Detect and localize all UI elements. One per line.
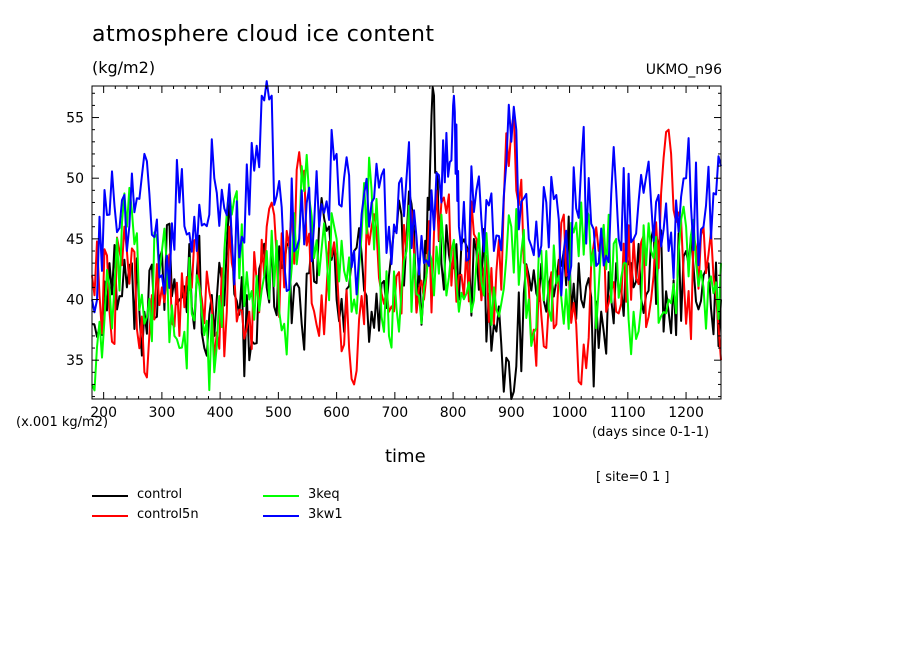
legend-swatch: [92, 495, 128, 497]
series-line-3keq: [91, 153, 722, 392]
x-tick-label: 300: [149, 405, 176, 421]
x-axis-title: time: [385, 446, 426, 467]
x-tick-label: 900: [498, 405, 525, 421]
legend-swatch: [263, 515, 299, 517]
site-label: [ site=0 1 ]: [596, 470, 670, 485]
x-tick-label: 200: [90, 405, 117, 421]
x-tick-label: 1000: [552, 405, 588, 421]
series-layer: [91, 80, 722, 400]
legend-label: 3keq: [308, 487, 340, 502]
x-tick-label: 400: [207, 405, 234, 421]
legend-swatch: [92, 515, 128, 517]
model-label: UKMO_n96: [645, 62, 722, 78]
units-label: (kg/m2): [92, 58, 156, 77]
legend-label: control: [137, 487, 183, 502]
x-units-label: (days since 0-1-1): [592, 425, 710, 440]
legend-label: control5n: [137, 507, 199, 522]
x-tick-label: 700: [381, 405, 408, 421]
y-tick-label: 45: [66, 232, 84, 248]
ticks-layer: 200 300 400 500 600 700 800 900 1000 1100 1200 35 40…: [66, 86, 721, 421]
y-tick-label: 50: [66, 171, 84, 187]
y-scale-label: (x.001 kg/m2): [16, 415, 109, 430]
x-tick-label: 600: [323, 405, 350, 421]
x-tick-label: 1100: [610, 405, 646, 421]
x-tick-label: 1200: [668, 405, 704, 421]
y-tick-label: 35: [66, 353, 84, 369]
series-line-3kw1: [91, 80, 722, 314]
legend-label: 3kw1: [308, 507, 343, 522]
legend-swatch: [263, 495, 299, 497]
y-tick-label: 40: [66, 293, 84, 309]
x-tick-label: 500: [265, 405, 292, 421]
x-tick-label: 800: [440, 405, 467, 421]
y-tick-label: 55: [66, 111, 84, 127]
chart-title: atmosphere cloud ice content: [92, 22, 435, 47]
